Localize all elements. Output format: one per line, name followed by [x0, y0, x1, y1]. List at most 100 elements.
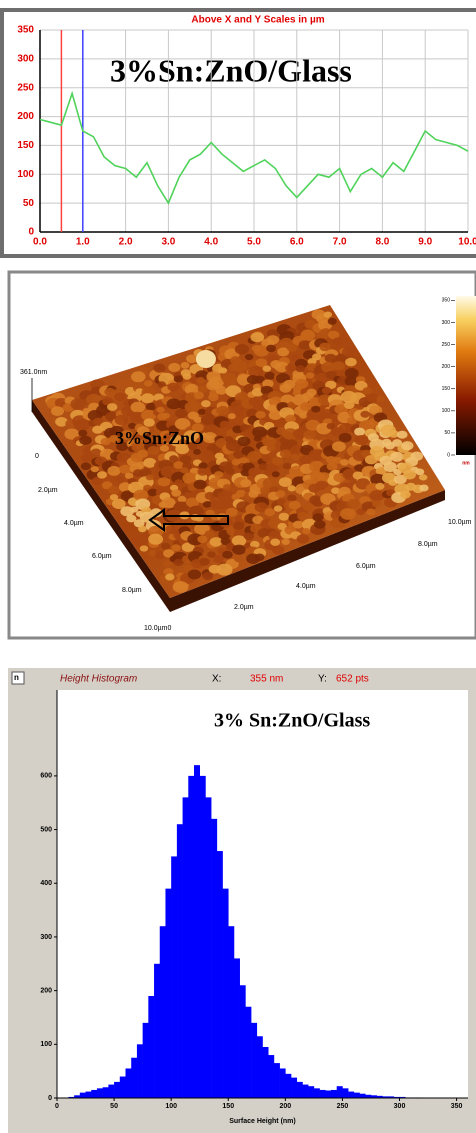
x-axis-label: 6.0µm: [356, 563, 376, 570]
grain: [324, 486, 334, 494]
readout-key: Y:: [318, 674, 327, 685]
y-tick-label: 300: [17, 53, 34, 64]
histogram-bar: [96, 1088, 103, 1098]
histogram-bar: [216, 851, 223, 1098]
grain: [109, 494, 119, 501]
grain: [171, 544, 181, 552]
histogram-bar: [251, 1022, 258, 1098]
y-tick-label: 0: [28, 227, 34, 238]
histogram-bar: [302, 1084, 309, 1098]
grain: [308, 449, 325, 461]
grain: [130, 506, 139, 513]
histogram-bar: [308, 1086, 315, 1098]
grain: [300, 329, 316, 341]
grain: [371, 500, 382, 508]
y-tick-label: 0: [48, 1095, 52, 1102]
grain: [157, 477, 171, 487]
grain: [264, 468, 274, 476]
grain: [346, 498, 360, 509]
colorbar-tick-label: 50: [444, 430, 450, 436]
surface-side: [32, 400, 445, 612]
histogram-bar: [194, 765, 201, 1098]
grain: [204, 417, 218, 427]
histogram-bar: [171, 856, 178, 1098]
histogram-bar: [205, 797, 212, 1098]
grain: [90, 466, 99, 473]
grain: [264, 371, 276, 380]
grain: [145, 474, 154, 481]
grain: [130, 401, 146, 413]
histogram-bar: [211, 818, 218, 1098]
grain: [292, 520, 304, 529]
grain: [255, 358, 268, 368]
grain: [225, 507, 238, 517]
grain: [247, 450, 263, 462]
grain: [403, 469, 416, 480]
grain: [390, 451, 404, 462]
grain: [297, 511, 310, 521]
y-axis-label: 2.0µm: [38, 487, 58, 494]
histogram-bar: [291, 1077, 298, 1098]
grain: [410, 451, 424, 461]
x-tick-label: 3.0: [161, 237, 175, 248]
grain: [128, 422, 137, 429]
grain: [136, 426, 150, 436]
histogram-bar: [262, 1047, 269, 1098]
histogram-bar: [125, 1068, 132, 1098]
grain: [250, 332, 265, 343]
grain: [231, 360, 248, 372]
panel-title: Height Histogram: [60, 674, 137, 685]
grain: [366, 508, 376, 516]
histogram-bar: [313, 1088, 320, 1098]
grain: [174, 479, 183, 486]
grain: [116, 452, 131, 463]
grain: [213, 554, 225, 564]
grain: [186, 354, 198, 364]
y-axis-label: 10.0µm0: [144, 625, 171, 632]
grain: [262, 365, 272, 372]
grain: [175, 443, 190, 455]
grain: [268, 530, 283, 541]
grain: [86, 393, 102, 406]
grain: [364, 455, 378, 465]
x-tick-label: 7.0: [333, 237, 347, 248]
grain: [202, 501, 212, 508]
grain: [375, 482, 385, 490]
x-axis-title: Surface Height (nm): [229, 1118, 296, 1125]
grain: [278, 477, 292, 487]
grain: [319, 342, 331, 352]
annotation: 3% Sn:ZnO/Glass: [214, 710, 370, 732]
grain: [360, 410, 370, 418]
grain: [274, 361, 289, 373]
histogram-bar: [131, 1057, 138, 1098]
grain: [279, 449, 292, 459]
histogram-bar: [188, 775, 195, 1098]
arrow: [148, 508, 229, 532]
grain: [415, 468, 425, 476]
grain: [300, 402, 312, 411]
grain: [193, 479, 207, 490]
panel-background: [4, 12, 476, 254]
histogram-bar: [325, 1090, 332, 1098]
grain: [277, 522, 287, 531]
grain: [273, 505, 283, 512]
grain: [143, 418, 155, 427]
grain: [80, 462, 91, 471]
histogram-bar: [222, 888, 229, 1098]
grain: [318, 408, 334, 420]
grain: [313, 519, 326, 529]
grain: [333, 472, 346, 483]
grain: [234, 344, 249, 355]
origin-label: 0: [35, 453, 39, 460]
grain: [64, 428, 80, 440]
y-tick-label: 150: [17, 140, 34, 151]
histogram-bar: [399, 1096, 406, 1098]
grain: [312, 353, 322, 361]
grain: [323, 311, 332, 318]
grain: [271, 471, 280, 478]
grain: [137, 449, 149, 458]
grain: [187, 569, 202, 580]
grain: [303, 430, 317, 440]
grain: [165, 525, 177, 534]
